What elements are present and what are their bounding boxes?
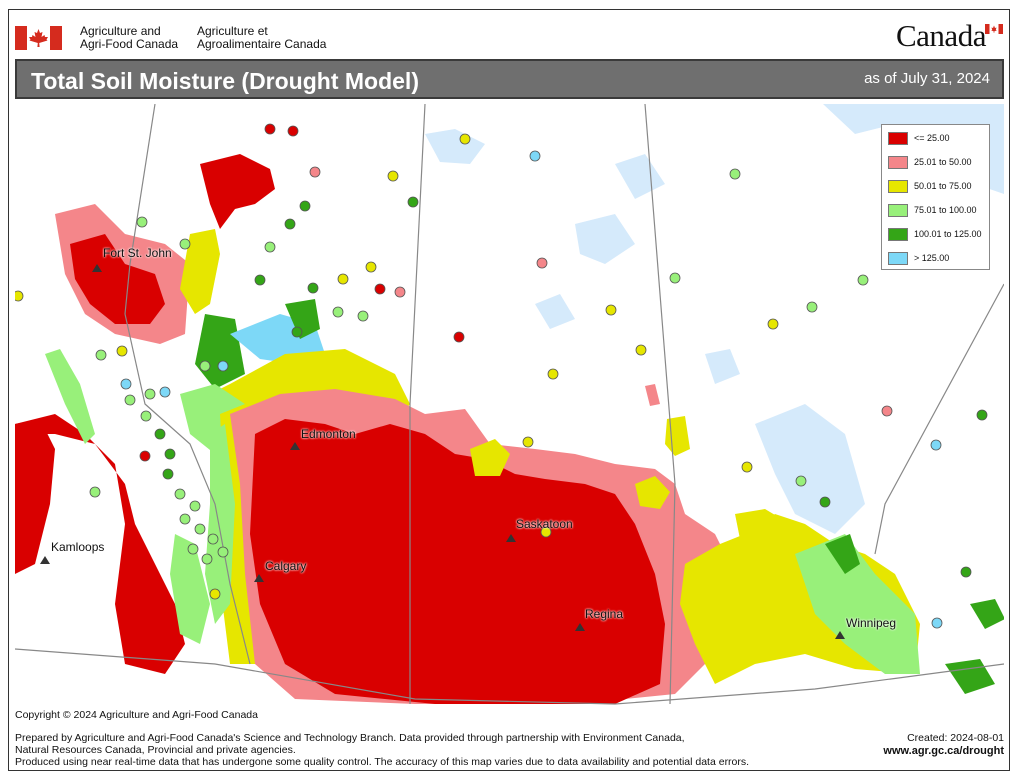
legend-label: 25.01 to 50.00 xyxy=(914,157,972,167)
legend-swatch xyxy=(888,132,908,145)
city-label-edmonton: Edmonton xyxy=(301,427,356,441)
prepared-by-line2: Natural Resources Canada, Provincial and… xyxy=(15,744,296,756)
station-dots xyxy=(15,123,988,629)
agency-en-line2: Agri-Food Canada xyxy=(80,37,179,51)
legend-swatch xyxy=(888,156,908,169)
city-label-kamloops: Kamloops xyxy=(51,540,105,554)
legend-swatch xyxy=(888,252,908,265)
city-markers xyxy=(40,264,845,639)
disclaimer-note: Produced using near real-time data that … xyxy=(15,756,750,768)
legend-label: <= 25.00 xyxy=(914,133,950,143)
city-marker-edmonton xyxy=(290,442,300,450)
city-label-regina: Regina xyxy=(585,607,624,621)
agency-en-line1: Agriculture and xyxy=(80,24,161,38)
prepared-by-line1: Prepared by Agriculture and Agri-Food Ca… xyxy=(15,732,685,744)
created-date: Created: 2024-08-01 xyxy=(907,732,1004,744)
title-bar: Total Soil Moisture (Drought Model) as o… xyxy=(15,59,1004,99)
city-marker-kamloops xyxy=(40,556,50,564)
legend-item: 100.01 to 125.00 xyxy=(888,228,988,244)
legend-item: > 125.00 xyxy=(888,252,988,268)
canada-wordmark: Canada xyxy=(896,18,986,53)
legend-swatch xyxy=(888,204,908,217)
copyright-notice: Copyright © 2024 Agriculture and Agri-Fo… xyxy=(15,709,258,721)
city-label-calgary: Calgary xyxy=(265,559,307,573)
legend-item: 75.01 to 100.00 xyxy=(888,204,988,220)
city-marker-regina xyxy=(575,623,585,631)
prepared-by-note: Prepared by Agriculture and Agri-Food Ca… xyxy=(15,732,735,756)
legend-label: > 125.00 xyxy=(914,253,950,263)
legend-label: 100.01 to 125.00 xyxy=(914,229,982,239)
provincial-boundaries xyxy=(15,104,1004,705)
city-marker-saskatoon xyxy=(506,534,516,542)
city-marker-winnipeg xyxy=(835,631,845,639)
legend-item: <= 25.00 xyxy=(888,132,988,148)
agency-name-fr: Agriculture et Agroalimentaire Canada xyxy=(197,25,337,51)
wordmark-flag-icon xyxy=(985,24,1003,34)
as-of-date: as of July 31, 2024 xyxy=(864,70,990,87)
city-marker-fort-st-john xyxy=(92,264,102,272)
legend-label: 75.01 to 100.00 xyxy=(914,205,977,215)
legend-label: 50.01 to 75.00 xyxy=(914,181,972,191)
legend-item: 50.01 to 75.00 xyxy=(888,180,988,196)
legend-swatch xyxy=(888,180,908,193)
source-url-link[interactable]: www.agr.gc.ca/drought xyxy=(883,745,1004,757)
city-label-saskatoon: Saskatoon xyxy=(516,517,573,531)
city-marker-calgary xyxy=(254,574,264,582)
city-label-winnipeg: Winnipeg xyxy=(846,616,897,630)
map-area: Fort St. John Edmonton Kamloops Calgary … xyxy=(15,104,1004,727)
canada-flag-icon xyxy=(15,26,62,50)
map-title: Total Soil Moisture (Drought Model) xyxy=(31,68,419,94)
city-label-fort-st-john: Fort St. John xyxy=(103,246,172,260)
legend-swatch xyxy=(888,228,908,241)
legend: <= 25.00 25.01 to 50.00 50.01 to 75.00 7… xyxy=(881,124,990,270)
agency-name-en: Agriculture and Agri-Food Canada xyxy=(80,25,190,51)
agency-fr-line1: Agriculture et xyxy=(197,24,268,38)
legend-item: 25.01 to 50.00 xyxy=(888,156,988,172)
moisture-zones xyxy=(15,154,1004,704)
agency-fr-line2: Agroalimentaire Canada xyxy=(197,37,327,51)
soil-moisture-map xyxy=(15,104,1004,705)
